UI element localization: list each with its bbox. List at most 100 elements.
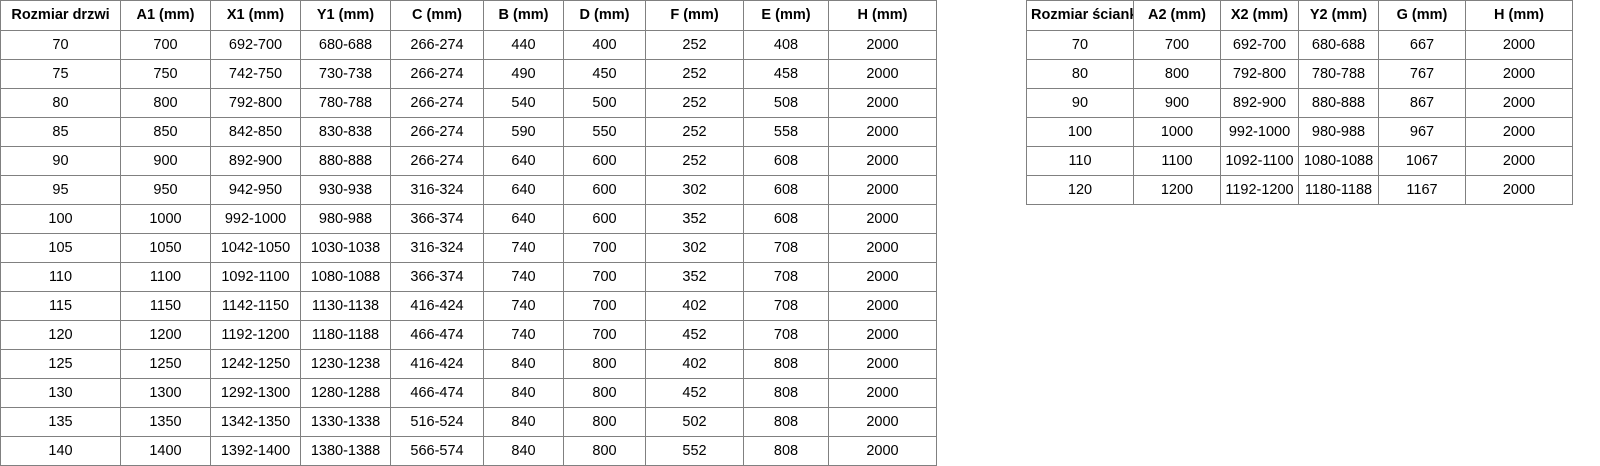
table-cell: 352 (645, 262, 744, 292)
door-table-header: Rozmiar drzwi A1 (mm) X1 (mm) Y1 (mm) C (mm)… (0, 0, 937, 31)
table-cell: 502 (645, 407, 744, 437)
table-cell: 1380-1388 (300, 436, 391, 466)
row-size-cell: 80 (1026, 59, 1134, 89)
table-row: 95 950 942-950 930-938 316-324 640 600 302 608 20… (0, 175, 937, 205)
table-cell: 400 (563, 30, 646, 60)
table-cell: 252 (645, 88, 744, 118)
table-cell: 2000 (828, 175, 937, 205)
table-row: 85 850 842-850 830-838 266-274 590 550 252 558 20… (0, 117, 937, 147)
row-size-cell: 90 (1026, 88, 1134, 118)
table-cell: 452 (645, 378, 744, 408)
table-cell: 767 (1378, 59, 1466, 89)
table-cell: 402 (645, 349, 744, 379)
table-cell: 1000 (1133, 117, 1221, 147)
table-cell: 352 (645, 204, 744, 234)
column-header-1: Rozmiar ścianki (1026, 0, 1134, 31)
table-cell: 900 (120, 146, 211, 176)
table-cell: 316-324 (390, 233, 484, 263)
row-size-cell: 120 (0, 320, 121, 350)
table-cell: 402 (645, 291, 744, 321)
table-cell: 2000 (1465, 117, 1573, 147)
table-row: 140 1400 1392-1400 1380-1388 566-574 840 800 55… (0, 436, 937, 466)
column-header-5: G (mm) (1378, 0, 1466, 31)
table-cell: 840 (483, 378, 564, 408)
table-row: 120 1200 1192-1200 1180-1188 466-474 740 700 45… (0, 320, 937, 350)
table-row: 80 800 792-800 780-788 266-274 540 500 252 508 20… (0, 88, 937, 118)
table-cell: 2000 (1465, 146, 1573, 176)
row-size-cell: 140 (0, 436, 121, 466)
column-header-8: F (mm) (645, 0, 744, 31)
row-size-cell: 95 (0, 175, 121, 205)
table-cell: 1342-1350 (210, 407, 301, 437)
table-cell: 740 (483, 233, 564, 263)
table-cell: 2000 (828, 262, 937, 292)
table-cell: 500 (563, 88, 646, 118)
table-cell: 892-900 (1220, 88, 1299, 118)
wall-table-body: 70 700 692-700 680-688 667 2000 80 800 792-800 78… (1026, 30, 1573, 205)
table-cell: 742-750 (210, 59, 301, 89)
row-size-cell: 105 (0, 233, 121, 263)
table-cell: 700 (563, 291, 646, 321)
table-cell: 708 (743, 291, 829, 321)
table-cell: 1050 (120, 233, 211, 263)
table-cell: 700 (563, 233, 646, 263)
row-size-cell: 100 (0, 204, 121, 234)
table-cell: 942-950 (210, 175, 301, 205)
table-cell: 508 (743, 88, 829, 118)
column-header-9: E (mm) (743, 0, 829, 31)
row-size-cell: 100 (1026, 117, 1134, 147)
table-cell: 1080-1088 (1298, 146, 1379, 176)
table-cell: 667 (1378, 30, 1466, 60)
table-cell: 750 (120, 59, 211, 89)
row-size-cell: 70 (0, 30, 121, 60)
column-header-6: B (mm) (483, 0, 564, 31)
table-cell: 780-788 (1298, 59, 1379, 89)
table-cell: 2000 (828, 117, 937, 147)
table-cell: 700 (563, 262, 646, 292)
table-cell: 600 (563, 175, 646, 205)
table-cell: 992-1000 (1220, 117, 1299, 147)
column-header-7: D (mm) (563, 0, 646, 31)
table-cell: 2000 (828, 30, 937, 60)
table-cell: 2000 (828, 436, 937, 466)
table-cell: 950 (120, 175, 211, 205)
table-cell: 600 (563, 204, 646, 234)
table-row: 70 700 692-700 680-688 667 2000 (1026, 30, 1573, 60)
table-cell: 266-274 (390, 30, 484, 60)
table-cell: 800 (120, 88, 211, 118)
table-cell: 2000 (1465, 88, 1573, 118)
table-cell: 2000 (1465, 30, 1573, 60)
column-header-1: Rozmiar drzwi (0, 0, 121, 31)
table-cell: 808 (743, 378, 829, 408)
row-size-cell: 85 (0, 117, 121, 147)
table-cell: 608 (743, 175, 829, 205)
table-cell: 316-324 (390, 175, 484, 205)
table-cell: 992-1000 (210, 204, 301, 234)
table-cell: 266-274 (390, 146, 484, 176)
table-cell: 700 (563, 320, 646, 350)
table-cell: 930-938 (300, 175, 391, 205)
table-cell: 466-474 (390, 320, 484, 350)
table-cell: 1300 (120, 378, 211, 408)
table-cell: 2000 (828, 320, 937, 350)
table-cell: 516-524 (390, 407, 484, 437)
table-cell: 1080-1088 (300, 262, 391, 292)
table-cell: 800 (563, 378, 646, 408)
row-size-cell: 110 (0, 262, 121, 292)
table-row: 120 1200 1192-1200 1180-1188 1167 2000 (1026, 175, 1573, 205)
table-cell: 700 (1133, 30, 1221, 60)
table-row: 100 1000 992-1000 980-988 366-374 640 600 352 60… (0, 204, 937, 234)
door-table-body: 70 700 692-700 680-688 266-274 440 400 252 408 20… (0, 30, 937, 466)
table-cell: 1242-1250 (210, 349, 301, 379)
table-cell: 880-888 (300, 146, 391, 176)
table-cell: 692-700 (1220, 30, 1299, 60)
table-cell: 590 (483, 117, 564, 147)
table-cell: 740 (483, 320, 564, 350)
table-cell: 640 (483, 175, 564, 205)
table-cell: 900 (1133, 88, 1221, 118)
table-cell: 2000 (828, 59, 937, 89)
table-cell: 967 (1378, 117, 1466, 147)
table-header-row: Rozmiar ścianki A2 (mm) X2 (mm) Y2 (mm) G (m… (1026, 0, 1573, 31)
table-cell: 1067 (1378, 146, 1466, 176)
row-size-cell: 75 (0, 59, 121, 89)
